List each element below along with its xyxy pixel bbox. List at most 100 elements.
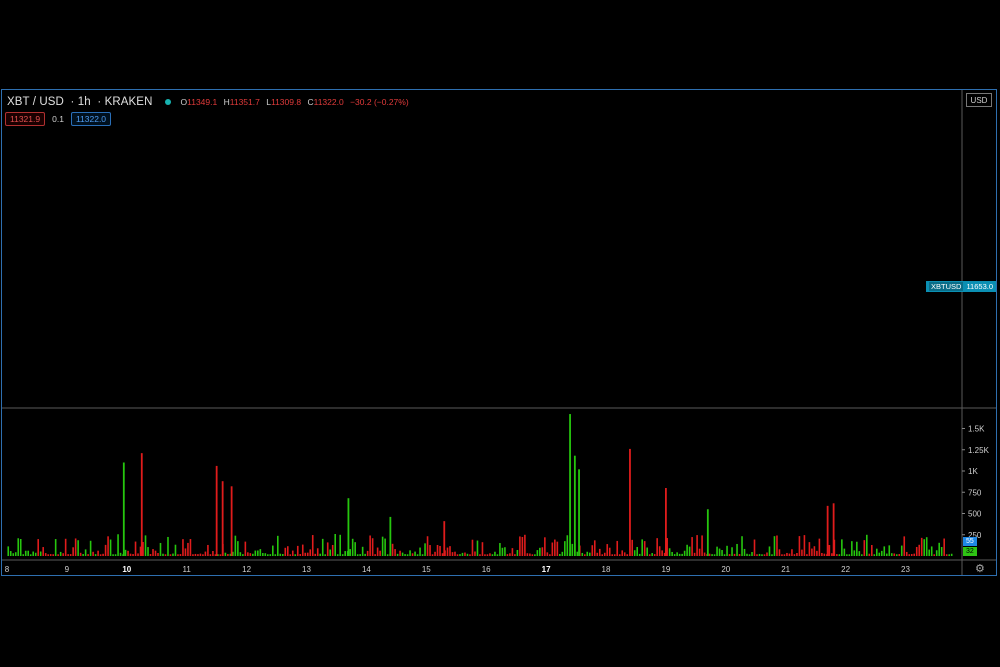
volume-bar <box>234 535 237 556</box>
close-value: 11322.0 <box>313 97 344 107</box>
volume-bar <box>104 544 107 556</box>
volume-bar <box>928 549 931 556</box>
volume-bar <box>416 554 419 556</box>
volume-bar <box>32 551 35 556</box>
volume-bar <box>880 550 883 556</box>
volume-bar <box>748 554 751 556</box>
high-label: H <box>223 97 230 107</box>
currency-unit-button[interactable]: USD <box>966 93 992 107</box>
volume-bar <box>459 554 461 556</box>
volume-bar <box>598 548 601 556</box>
volume-bar <box>875 548 878 556</box>
volume-bar <box>743 548 746 556</box>
volume-bar <box>129 553 132 556</box>
symbol-title[interactable]: XBT / USD · 1h · KRAKEN <box>7 96 153 108</box>
volume-bar <box>738 554 741 556</box>
volume-bar <box>801 549 803 556</box>
volume-bar <box>761 554 763 556</box>
volume-bar <box>349 549 351 556</box>
volume-bar <box>848 554 851 556</box>
volume-bar <box>519 536 521 556</box>
volume-bar <box>808 542 811 556</box>
sell-button[interactable]: 11321.9 <box>5 112 46 126</box>
quote-panel: 11321.9 0.1 11322.0 <box>5 112 112 126</box>
volume-bar <box>199 553 202 556</box>
volume-bar <box>279 553 282 556</box>
volume-bar <box>306 552 309 556</box>
buy-button[interactable]: 11322.0 <box>70 112 112 126</box>
time-tick-label: 9 <box>65 565 70 574</box>
volume-bar <box>184 548 187 556</box>
volume-bar <box>179 554 182 556</box>
volume-bar <box>114 554 117 556</box>
volume-bar <box>534 554 536 556</box>
volume-bar <box>22 554 25 556</box>
interval-label[interactable]: 1h <box>77 96 91 108</box>
volume-bar <box>571 543 574 556</box>
volume-bar <box>514 554 516 556</box>
volume-bar <box>214 554 217 556</box>
gear-icon[interactable]: ⚙ <box>975 563 985 575</box>
volume-bar <box>311 535 314 556</box>
volume-bar <box>57 554 59 556</box>
change-value: −30.2 (−0.27%) <box>350 97 409 107</box>
volume-bar <box>272 545 274 556</box>
volume-bar <box>212 551 214 556</box>
volume-bar <box>861 554 863 556</box>
volume-spike <box>665 488 667 556</box>
volume-bar <box>399 550 401 556</box>
volume-bar <box>237 541 239 556</box>
volume-bar <box>733 553 736 556</box>
volume-spike <box>706 509 709 556</box>
volume-bar <box>703 552 706 556</box>
volume-bar <box>798 536 801 556</box>
volume-bar <box>539 547 541 556</box>
volume-bar <box>172 553 174 556</box>
volume-bar <box>811 548 813 556</box>
volume-bar <box>846 554 848 556</box>
volume-bar <box>409 550 411 556</box>
time-tick-label: 20 <box>721 565 730 574</box>
volume-bar <box>411 553 414 556</box>
volume-bar <box>663 552 666 556</box>
volume-bar <box>439 545 441 556</box>
current-symbol: XBTUSD <box>929 282 964 291</box>
volume-bar <box>723 554 726 556</box>
volume-bar <box>763 554 766 556</box>
volume-bar <box>893 553 896 556</box>
volume-bar <box>626 554 629 556</box>
volume-bar <box>202 554 204 556</box>
volume-bar <box>773 536 776 556</box>
volume-bar <box>526 553 529 556</box>
volume-bar <box>47 554 49 556</box>
volume-bar <box>506 554 509 556</box>
volume-bar <box>544 537 546 556</box>
volume-bar <box>157 553 159 556</box>
low-value: 11309.8 <box>270 97 302 107</box>
volume-bar <box>693 552 696 556</box>
volume-bar <box>242 554 244 556</box>
volume-bar <box>688 546 691 556</box>
volume-bar <box>698 548 701 556</box>
volume-bar <box>496 554 499 556</box>
volume-bar <box>239 552 242 556</box>
volume-bars <box>7 414 953 556</box>
volume-bar <box>661 550 663 556</box>
volume-bar <box>247 552 249 556</box>
volume-bar <box>474 551 476 556</box>
volume-bar <box>421 554 424 556</box>
volume-bar <box>866 534 868 556</box>
volume-bar <box>591 545 594 556</box>
volume-bar <box>696 535 698 556</box>
volume-bar <box>521 536 524 556</box>
volume-bar <box>621 550 624 556</box>
volume-bar <box>858 551 861 556</box>
volume-spike <box>629 448 631 556</box>
volume-bar <box>613 554 616 556</box>
volume-bar <box>187 542 189 556</box>
volume-bar <box>381 536 384 556</box>
volume-bar <box>67 554 69 556</box>
volume-bar <box>267 554 269 556</box>
volume-bar <box>486 554 489 556</box>
